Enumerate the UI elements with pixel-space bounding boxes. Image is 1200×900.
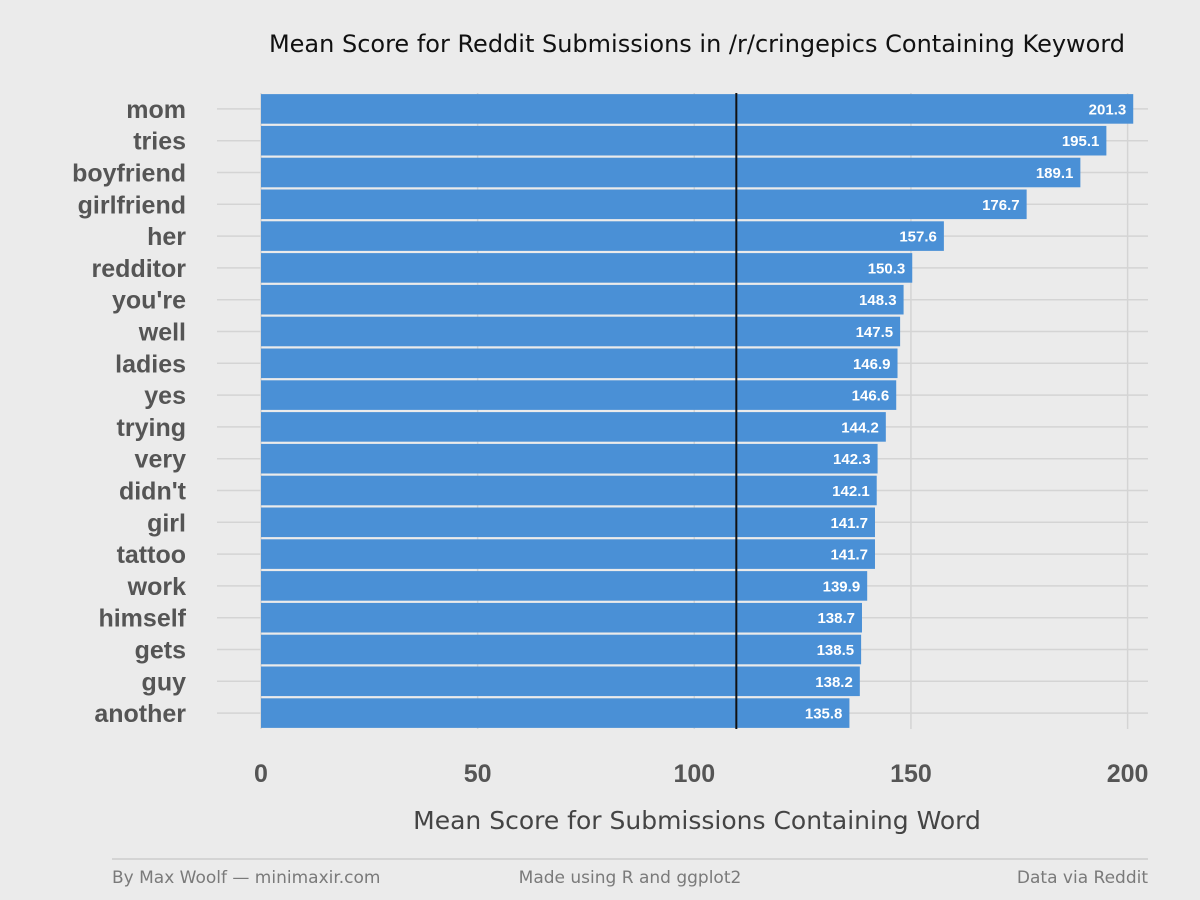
category-label: trying <box>117 414 186 442</box>
value-label: 157.6 <box>899 229 937 246</box>
category-label: work <box>127 573 186 601</box>
bar <box>261 634 862 665</box>
bar <box>261 348 898 379</box>
category-label: boyfriend <box>72 160 186 188</box>
value-label: 144.2 <box>841 419 879 436</box>
label-layer: 0 50 100 150 200 mom 201.3 tries 195.1 boyfriend 1… <box>72 96 1148 788</box>
bar <box>261 507 875 538</box>
category-label: ladies <box>115 350 186 378</box>
x-axis-title: Mean Score for Submissions Containing Wo… <box>413 806 981 835</box>
value-label: 142.3 <box>833 451 871 468</box>
bar <box>261 94 1134 124</box>
category-label: yes <box>144 382 186 410</box>
footer-tools: Made using R and ggplot2 <box>519 868 742 888</box>
bar <box>261 539 875 569</box>
value-label: 189.1 <box>1036 165 1074 182</box>
bar <box>261 475 877 506</box>
value-label: 138.2 <box>815 674 853 691</box>
bar-layer <box>261 94 1134 728</box>
x-tick-label: 50 <box>464 760 492 788</box>
category-label: guy <box>142 668 187 696</box>
value-label: 146.6 <box>852 388 890 405</box>
category-label: well <box>138 319 186 347</box>
bar <box>261 412 886 442</box>
x-tick-label: 100 <box>673 760 715 788</box>
category-label: tattoo <box>117 541 186 569</box>
category-label: mom <box>126 96 186 124</box>
bar <box>261 284 904 315</box>
x-tick-label: 150 <box>890 760 932 788</box>
grid-layer <box>217 93 1148 729</box>
value-label: 139.9 <box>823 578 861 595</box>
value-label: 148.3 <box>859 292 897 309</box>
bar <box>261 125 1107 156</box>
value-label: 195.1 <box>1062 133 1100 150</box>
category-label: himself <box>98 605 186 633</box>
category-label: tries <box>133 128 186 156</box>
bar <box>261 443 878 474</box>
value-label: 146.9 <box>853 356 891 373</box>
value-label: 176.7 <box>982 197 1020 214</box>
footer-credit: By Max Woolf — minimaxir.com <box>112 868 381 888</box>
bar <box>261 666 860 697</box>
bar <box>261 221 944 251</box>
value-label: 135.8 <box>805 706 843 723</box>
value-label: 141.7 <box>830 547 868 564</box>
category-label: you're <box>112 287 186 315</box>
x-tick-label: 200 <box>1107 760 1149 788</box>
value-label: 141.7 <box>830 515 868 532</box>
category-label: very <box>135 446 187 474</box>
value-label: 147.5 <box>856 324 894 341</box>
value-label: 138.7 <box>817 610 855 627</box>
value-label: 201.3 <box>1089 101 1127 118</box>
bar <box>261 253 913 283</box>
category-label: redditor <box>92 255 187 283</box>
chart-title: Mean Score for Reddit Submissions in /r/… <box>269 30 1125 58</box>
x-tick-label: 0 <box>254 760 268 788</box>
category-label: didn't <box>119 478 187 506</box>
category-label: girl <box>147 509 186 537</box>
category-label: girlfriend <box>78 191 186 219</box>
category-label: her <box>147 223 186 251</box>
bar <box>261 602 862 633</box>
category-label: another <box>94 700 186 728</box>
bar <box>261 189 1027 220</box>
footer-source: Data via Reddit <box>1017 868 1148 888</box>
category-label: gets <box>135 637 186 665</box>
value-label: 150.3 <box>868 260 906 277</box>
value-label: 142.1 <box>832 483 870 500</box>
bar <box>261 698 850 728</box>
value-label: 138.5 <box>817 642 855 659</box>
bar <box>261 157 1081 188</box>
bar <box>261 316 901 347</box>
bar <box>261 571 868 601</box>
bar <box>261 380 897 410</box>
